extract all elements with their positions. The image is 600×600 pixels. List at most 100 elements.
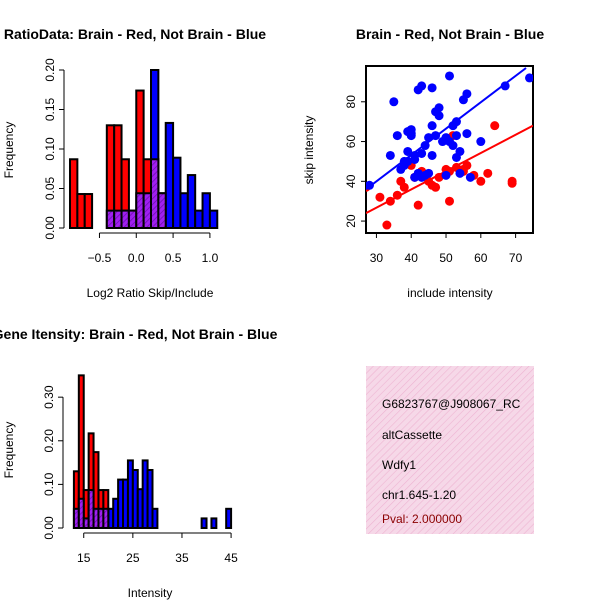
ratio-bar-not-brain-8 xyxy=(186,174,197,230)
info-box-clip: G6823767@J908067_RC altCassette Wdfy1 ch… xyxy=(366,366,534,534)
intensity-histogram-axes: 15 25 35 45 0.00 0.10 0.20 0.30 xyxy=(42,385,238,565)
scatter-fit-line-not-brain xyxy=(366,67,527,191)
intensity-y-tick-label-3: 0.30 xyxy=(42,385,56,409)
scatter-point-not-brain-33 xyxy=(445,71,454,81)
scatter-x-tick-label-1: 40 xyxy=(405,251,419,265)
scatter-axes: 30 40 50 60 70 20 40 60 80 xyxy=(344,95,523,265)
scatter-points xyxy=(366,67,533,230)
scatter-point-not-brain-35 xyxy=(448,141,458,151)
scatter-y-tick-label-1: 40 xyxy=(344,174,358,188)
intensity-histogram-ylabel: Frequency xyxy=(2,422,16,479)
intensity-x-tick-label-3: 45 xyxy=(224,551,238,565)
info-gene-name: Wdfy1 xyxy=(382,458,416,472)
scatter-x-tick-label-2: 50 xyxy=(439,251,453,265)
scatter-point-not-brain-48 xyxy=(406,129,416,139)
scatter-point-not-brain-17 xyxy=(417,148,427,158)
ratio-bar-overlap-4 xyxy=(135,192,145,230)
ratio-x-tick-label-3: 1.0 xyxy=(202,251,219,265)
intensity-bar-overlap-1 xyxy=(77,497,85,529)
intensity-bar-overlap-6 xyxy=(102,507,110,529)
ratio-bar-overlap-5 xyxy=(142,192,153,230)
scatter-y-tick-label-0: 20 xyxy=(344,214,358,228)
scatter-point-not-brain-46 xyxy=(500,81,510,91)
scatter-point-not-brain-24 xyxy=(427,83,437,93)
intensity-bar-not-brain-12 xyxy=(210,517,218,530)
scatter-y-tick-label-3: 80 xyxy=(344,95,358,109)
ratio-x-tick-label-0: −0.5 xyxy=(88,251,112,265)
scatter-point-brain-13 xyxy=(431,182,441,192)
scatter-point-brain-1 xyxy=(375,192,385,202)
scatter-point-brain-6 xyxy=(399,182,409,192)
ratio-x-tick-label-1: 0.0 xyxy=(128,251,145,265)
ratio-bar-not-brain-5 xyxy=(164,121,175,229)
scatter-point-brain-24 xyxy=(483,168,493,178)
scatter-point-not-brain-39 xyxy=(455,146,465,156)
ratio-histogram-xlabel: Log2 Ratio Skip/Include xyxy=(87,286,214,300)
scatter-point-brain-2 xyxy=(382,220,392,230)
scatter-panel: Brain - Red, Not Brain - Blue 30 40 50 60 70… xyxy=(302,26,544,300)
ratio-x-tick-label-2: 0.5 xyxy=(165,251,182,265)
ratio-bar-brain-0 xyxy=(69,158,79,230)
scatter-point-brain-23 xyxy=(476,176,486,186)
scatter-point-not-brain-49 xyxy=(420,170,430,180)
info-event-type: altCassette xyxy=(382,428,442,442)
intensity-histogram-title: Gene Itensity: Brain - Red, Not Brain - … xyxy=(0,326,278,342)
scatter-point-not-brain-30 xyxy=(441,170,451,180)
scatter-point-not-brain-44 xyxy=(465,172,475,182)
scatter-plot-frame xyxy=(365,65,534,234)
scatter-x-tick-label-4: 70 xyxy=(509,251,523,265)
ratio-histogram-axes: −0.5 0.0 0.5 1.0 0.00 0.05 0.10 0.15 0.20 xyxy=(43,58,219,265)
scatter-point-not-brain-3 xyxy=(392,131,402,141)
info-probe-id: G6823767@J908067_RC xyxy=(382,397,521,411)
ratio-histogram-ylabel: Frequency xyxy=(2,122,16,179)
ratio-y-tick-label-2: 0.10 xyxy=(43,137,57,161)
info-panel: G6823767@J908067_RC altCassette Wdfy1 ch… xyxy=(366,366,534,534)
scatter-point-not-brain-47 xyxy=(525,73,533,83)
scatter-point-brain-17 xyxy=(445,196,454,206)
intensity-y-tick-label-1: 0.10 xyxy=(42,472,56,496)
intensity-histogram-bars xyxy=(72,374,233,530)
ratio-y-tick-label-4: 0.20 xyxy=(43,58,57,82)
scatter-x-tick-label-0: 30 xyxy=(370,251,384,265)
scatter-point-not-brain-8 xyxy=(403,146,413,156)
scatter-point-not-brain-1 xyxy=(385,150,395,160)
ratio-y-tick-label-3: 0.15 xyxy=(43,97,57,121)
scatter-clip-group xyxy=(366,67,533,230)
scatter-point-not-brain-28 xyxy=(434,111,444,121)
intensity-histogram-xlabel: Intensity xyxy=(128,586,173,600)
intensity-bar-not-brain-10 xyxy=(151,507,159,529)
scatter-point-not-brain-13 xyxy=(410,154,420,164)
intensity-x-tick-label-2: 35 xyxy=(175,551,189,565)
scatter-point-not-brain-22 xyxy=(427,150,437,160)
ratio-bar-overlap-3 xyxy=(127,209,138,229)
ratio-bar-not-brain-9 xyxy=(194,209,204,229)
ratio-bar-not-brain-6 xyxy=(172,156,182,229)
scatter-point-not-brain-2 xyxy=(389,97,399,107)
scatter-point-not-brain-27 xyxy=(434,103,444,113)
intensity-bar-not-brain-11 xyxy=(200,517,208,530)
intensity-x-tick-label-1: 25 xyxy=(126,551,140,565)
info-pval: Pval: 2.000000 xyxy=(382,512,462,526)
ratio-bar-not-brain-11 xyxy=(208,209,219,229)
ratio-histogram-bars xyxy=(69,69,219,230)
scatter-point-not-brain-42 xyxy=(462,89,472,99)
scatter-fit-line-brain xyxy=(366,124,533,215)
intensity-bar-not-brain-9 xyxy=(146,468,154,529)
scatter-point-not-brain-16 xyxy=(417,81,427,91)
intensity-histogram-panel: Gene Itensity: Brain - Red, Not Brain - … xyxy=(0,326,278,600)
intensity-y-tick-label-2: 0.20 xyxy=(42,429,56,453)
ratio-histogram-panel: RatioData: Brain - Red, Not Brain - Blue… xyxy=(2,26,266,300)
ratio-bar-overlap-0 xyxy=(105,209,116,229)
scatter-ylabel: skip intensity xyxy=(302,116,316,185)
intensity-bar-not-brain-13 xyxy=(225,507,233,529)
ratio-bar-overlap-6 xyxy=(150,158,160,230)
scatter-point-not-brain-37 xyxy=(451,131,461,141)
scatter-x-tick-label-3: 60 xyxy=(474,251,488,265)
ratio-bar-brain-2 xyxy=(83,193,94,229)
ratio-bar-overlap-7 xyxy=(157,192,167,230)
scatter-point-brain-27 xyxy=(507,176,517,186)
ratio-bar-not-brain-7 xyxy=(179,192,189,230)
scatter-y-tick-label-2: 60 xyxy=(344,135,358,149)
scatter-title: Brain - Red, Not Brain - Blue xyxy=(356,26,544,42)
